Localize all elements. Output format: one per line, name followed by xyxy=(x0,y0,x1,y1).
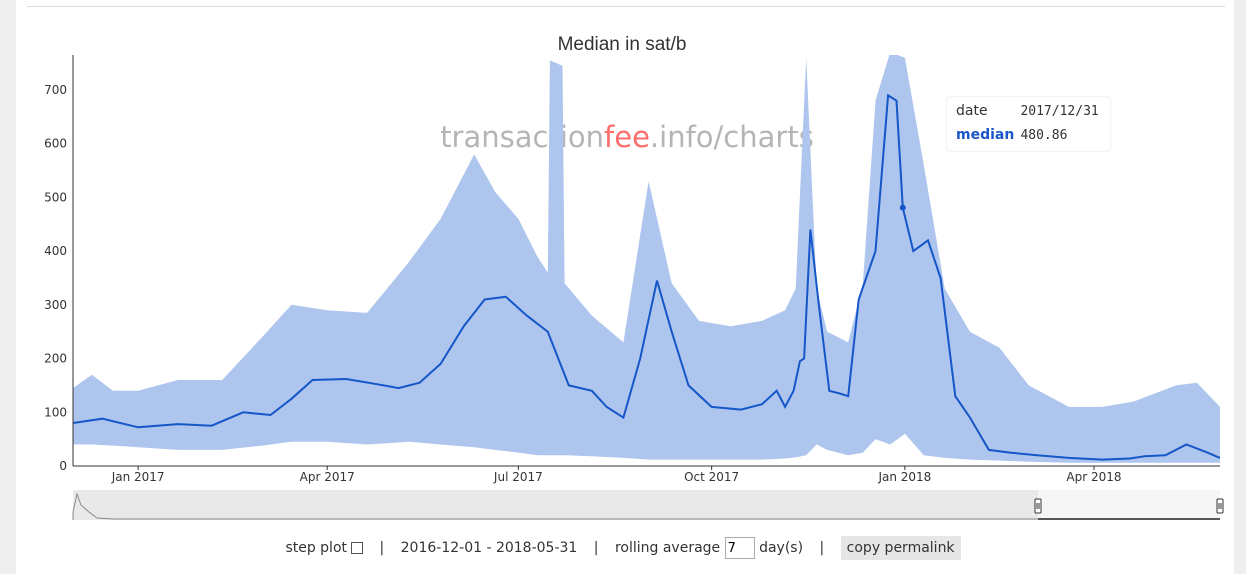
y-tick-label: 600 xyxy=(44,137,67,151)
percentile-band xyxy=(73,55,1220,463)
separator-2: | xyxy=(593,540,599,556)
separator-3: | xyxy=(819,540,825,556)
watermark-part-1: transaction xyxy=(440,120,604,154)
y-tick-label: 100 xyxy=(44,405,67,419)
navigator-line xyxy=(72,492,1038,520)
navigator-shade xyxy=(73,490,1038,520)
chart-panel xyxy=(16,0,1234,574)
y-tick-label: 200 xyxy=(44,352,67,366)
separator-1: | xyxy=(379,540,385,556)
y-tick-label: 0 xyxy=(59,459,67,473)
y-tick-label: 300 xyxy=(44,298,67,312)
range-navigator[interactable] xyxy=(72,490,1224,520)
tooltip-series-value: 480.86 xyxy=(1020,128,1068,143)
x-tick-label: Jul 2017 xyxy=(493,470,543,484)
rolling-unit-label: day(s) xyxy=(759,540,804,556)
y-tick-label: 500 xyxy=(44,190,67,204)
chart-title: Median in sat/b xyxy=(558,34,687,55)
tooltip-date-value: 2017/12/31 xyxy=(1020,104,1099,119)
copy-permalink-button[interactable]: copy permalink xyxy=(840,536,961,560)
x-tick-label: Jan 2017 xyxy=(111,470,165,484)
plot-area[interactable] xyxy=(73,52,1220,463)
median-line xyxy=(73,93,1220,461)
top-divider xyxy=(27,6,1225,7)
x-tick-label: Jan 2018 xyxy=(877,470,931,484)
navigator-handle-right[interactable] xyxy=(1216,498,1224,514)
y-tick-label: 700 xyxy=(44,83,67,97)
step-plot-checkbox[interactable] xyxy=(351,542,364,554)
hover-marker xyxy=(899,204,906,211)
navigator-handle-left[interactable] xyxy=(1034,498,1042,514)
x-tick-label: Apr 2018 xyxy=(1066,470,1121,484)
watermark-part-2: fee xyxy=(604,120,650,154)
hover-tooltip: date 2017/12/31 median 480.86 xyxy=(947,97,1110,151)
watermark-part-3: .info/charts xyxy=(650,120,814,154)
rolling-average-label: rolling average xyxy=(614,540,721,556)
x-tick-label: Oct 2017 xyxy=(684,470,739,484)
median-fee-chart[interactable]: Median in sat/b transactionfee.info/char… xyxy=(0,0,1246,536)
watermark: transactionfee.info/charts xyxy=(440,120,814,154)
tooltip-series-label: median xyxy=(956,127,1015,143)
rolling-average-input[interactable] xyxy=(724,537,755,559)
y-tick-label: 400 xyxy=(44,244,67,258)
tooltip-date-label: date xyxy=(956,103,988,119)
step-plot-label: step plot xyxy=(285,540,348,556)
date-range: 2016-12-01 - 2018-05-31 xyxy=(400,540,578,556)
x-tick-label: Apr 2017 xyxy=(300,470,355,484)
chart-controls: step plot | 2016-12-01 - 2018-05-31 | ro… xyxy=(0,536,1246,560)
axes: 0 100 200 300 400 500 600 700 Jan 2017 Apr 2017 Ju… xyxy=(44,55,1220,484)
